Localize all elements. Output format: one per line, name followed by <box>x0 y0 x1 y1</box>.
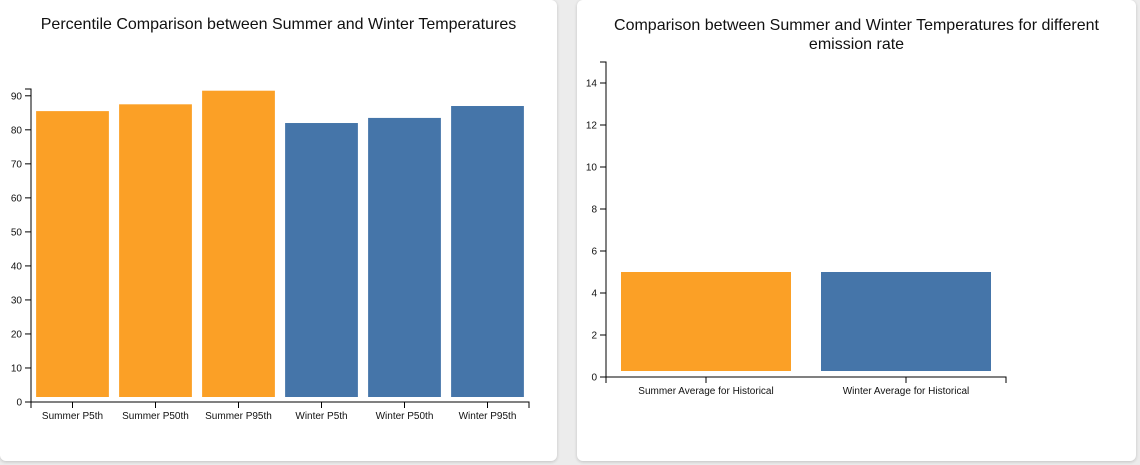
x-tick-label-1-1: Winter Average for Historical <box>843 386 970 397</box>
y-tick-label-0-9: 90 <box>11 91 23 102</box>
y-tick-label-0-1: 10 <box>11 363 23 374</box>
y-tick-label-0-5: 50 <box>11 227 23 238</box>
x-tick-label-0-0: Summer P5th <box>42 411 103 422</box>
y-tick-label-0-2: 20 <box>11 329 23 340</box>
y-tick-label-0-3: 30 <box>11 295 23 306</box>
y-tick-label-0-6: 60 <box>11 193 23 204</box>
chart-card-emission: Comparison between Summer and Winter Tem… <box>577 0 1136 461</box>
y-tick-label-0-8: 80 <box>11 125 23 136</box>
y-tick-label-0-4: 40 <box>11 261 23 272</box>
y-tick-label-1-2: 4 <box>591 289 597 300</box>
x-tick-label-0-3: Winter P5th <box>295 411 347 422</box>
y-tick-label-1-1: 2 <box>591 331 597 342</box>
x-axis-line-1 <box>605 376 1007 383</box>
x-tick-label-0-1: Summer P50th <box>122 411 189 422</box>
bar-0-5 <box>451 106 524 398</box>
bar-0-4 <box>368 117 441 397</box>
chart-title-percentile: Percentile Comparison between Summer and… <box>40 16 517 33</box>
y-tick-label-1-5: 10 <box>586 163 598 174</box>
chart-emission: 0 2 4 6 8 10 12 14 Summer Average for Historical… <box>586 61 1007 397</box>
bar-0-0 <box>36 111 109 397</box>
y-axis-line-0 <box>25 88 32 403</box>
x-tick-label-0-4: Winter P50th <box>376 411 434 422</box>
x-tick-label-0-5: Winter P95th <box>459 411 517 422</box>
chart-title-emission: Comparison between Summer and Winter Tem… <box>614 17 1099 53</box>
bar-1-1 <box>821 272 991 371</box>
y-tick-label-1-7: 14 <box>586 79 598 90</box>
y-tick-label-0-7: 70 <box>11 159 23 170</box>
chart-percentile: 0 10 20 30 40 50 60 70 80 90 Summer P5th Summer P50… <box>11 88 530 422</box>
bar-0-3 <box>285 123 358 398</box>
x-tick-label-1-0: Summer Average for Historical <box>638 386 773 397</box>
y-axis-line-1 <box>600 61 607 378</box>
y-tick-label-1-0: 0 <box>591 373 597 384</box>
bar-0-2 <box>202 90 275 398</box>
y-tick-label-1-6: 12 <box>586 121 598 132</box>
chart-card-percentile: Percentile Comparison between Summer and… <box>0 0 557 461</box>
bar-1-0 <box>621 272 791 371</box>
bar-0-1 <box>119 104 192 397</box>
y-tick-label-0-0: 0 <box>16 398 22 409</box>
x-axis-line-0 <box>30 401 530 408</box>
x-tick-label-0-2: Summer P95th <box>205 411 272 422</box>
y-tick-label-1-4: 8 <box>591 205 597 216</box>
y-tick-label-1-3: 6 <box>591 247 597 258</box>
